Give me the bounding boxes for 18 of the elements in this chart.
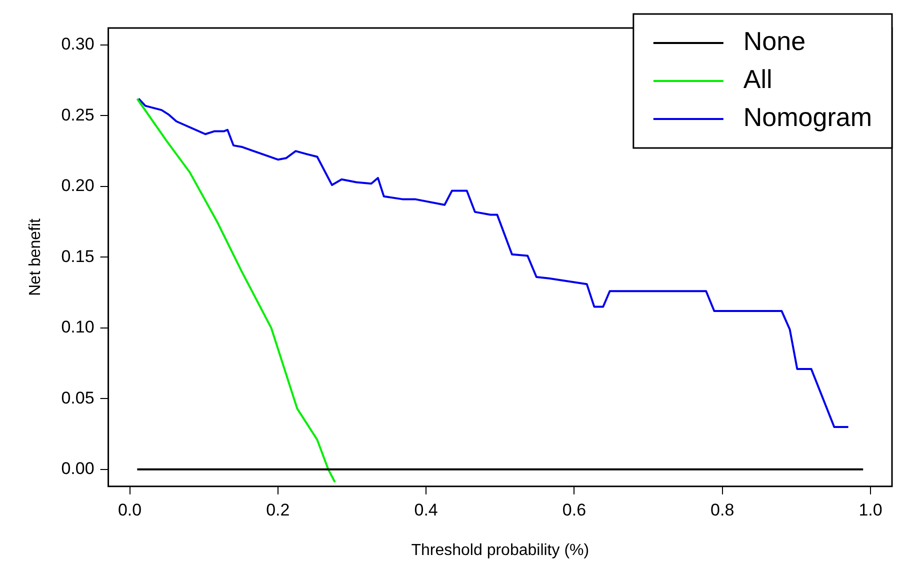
x-tick-label: 0.6 xyxy=(562,500,586,520)
x-tick-label: 0.4 xyxy=(414,500,438,520)
y-tick-label: 0.00 xyxy=(61,459,94,478)
y-tick-label: 0.10 xyxy=(61,318,94,337)
y-tick-label: 0.20 xyxy=(61,176,94,196)
legend-label: All xyxy=(743,64,772,94)
x-tick-label: 0.2 xyxy=(266,500,290,520)
y-tick-label: 0.30 xyxy=(61,34,94,54)
y-tick-label: 0.05 xyxy=(61,388,94,408)
x-tick-label: 0.8 xyxy=(710,500,734,520)
y-axis-title: Net benefit xyxy=(27,218,44,296)
x-tick-label: 1.0 xyxy=(858,500,882,520)
legend-label: Nomogram xyxy=(743,102,872,132)
legend-label: None xyxy=(743,26,806,56)
x-axis-title: Threshold probability (%) xyxy=(411,542,590,559)
x-tick-label: 0.0 xyxy=(118,500,142,520)
y-tick-label: 0.15 xyxy=(61,246,94,266)
y-tick-label: 0.25 xyxy=(61,105,94,124)
